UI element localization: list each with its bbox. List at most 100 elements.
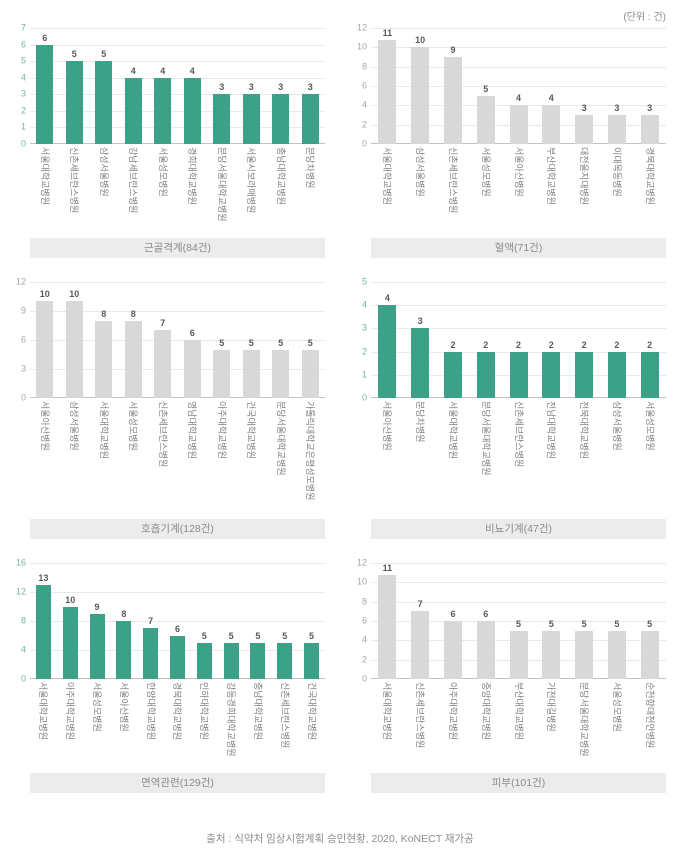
x-axis-label-slot: 아주대학교병원 <box>437 679 470 768</box>
bar-value-label: 4 <box>160 65 166 76</box>
x-axis-label-slot: 경희대학교병원 <box>178 144 208 233</box>
bar <box>476 95 495 144</box>
bar <box>124 77 142 144</box>
bar <box>607 630 626 679</box>
bar <box>640 351 659 398</box>
x-axis-label-slot: 서울대학교병원 <box>437 398 470 514</box>
x-axis-label: 분당서울대학교병원 <box>216 147 227 222</box>
bar-value-label: 10 <box>69 289 80 300</box>
x-axis-label: 아주대학교병원 <box>447 682 458 740</box>
bars: 6 5 5 4 4 4 3 3 3 3 <box>30 28 325 144</box>
x-axis-label: 전북대학교병원 <box>579 401 590 459</box>
bars: 11 10 9 5 4 4 3 3 3 <box>371 28 666 144</box>
chart-title: 근골격계(84건) <box>30 238 325 258</box>
x-axis-labels: 서울아산병원 삼성서울병원 서울대학교병원 서울성모병원 신촌세브란스병원 영남대학교병원… <box>30 398 325 514</box>
bar-value-label: 7 <box>148 616 154 627</box>
bar-value-label: 6 <box>174 623 180 634</box>
y-axis-tick-label: 4 <box>361 99 367 110</box>
bar <box>277 642 293 679</box>
y-axis-tick-label: 12 <box>15 276 26 287</box>
y-axis-tick-label: 5 <box>361 276 367 287</box>
x-axis-label-slot: 아주대학교병원 <box>207 398 237 514</box>
bar-slot: 4 <box>371 282 404 398</box>
x-axis-label: 충남대학교병원 <box>275 147 286 205</box>
bar <box>411 611 430 679</box>
bar <box>272 94 289 144</box>
y-axis-tick-label: 6 <box>20 39 26 50</box>
x-axis-label-slot: 서울대학교병원 <box>371 679 404 768</box>
x-axis-label: 아주대학교병원 <box>65 682 76 740</box>
bar-slot: 4 <box>178 28 208 144</box>
x-axis-label-slot: 강남세브란스병원 <box>119 144 149 233</box>
gridline <box>371 66 666 68</box>
bar <box>250 642 266 679</box>
x-axis-label-slot: 서울아산병원 <box>30 398 60 514</box>
y-axis: 0 2 4 6 8 10 12 <box>351 558 371 683</box>
bar-value-label: 6 <box>450 609 456 619</box>
bar-slot: 11 <box>371 563 404 679</box>
x-axis-label: 서울대학교병원 <box>382 682 393 740</box>
bar <box>640 115 659 144</box>
bar <box>223 642 239 679</box>
x-axis-label-slot: 신촌세브란스병원 <box>437 144 470 233</box>
bar-value-label: 8 <box>121 609 127 619</box>
bar <box>509 630 528 679</box>
x-axis-label: 가천대길병원 <box>546 682 557 732</box>
bar-slot: 5 <box>633 563 666 679</box>
bar-slot: 5 <box>271 563 298 679</box>
bar-value-label: 5 <box>483 83 489 94</box>
bar-value-label: 8 <box>130 308 136 319</box>
bar-value-label: 5 <box>581 618 587 629</box>
y-axis-tick-label: 3 <box>20 363 26 374</box>
y-axis-spacer <box>351 679 371 768</box>
bar-chart: 0 1 2 3 4 5 6 7 6 5 5 4 4 4 3 3 3 3 서울대학교병원 신촌세브란스병원 삼성서울병원 강… <box>10 23 325 258</box>
y-axis: 0 3 6 9 12 <box>10 277 30 402</box>
y-axis-tick-label: 8 <box>361 61 367 72</box>
y-axis-tick-label: 4 <box>361 299 367 310</box>
bar <box>35 584 51 679</box>
bar-value-label: 3 <box>248 82 254 93</box>
x-axis-label-slot: 영남대학교병원 <box>178 398 208 514</box>
gridline <box>30 94 325 96</box>
y-axis-tick-label: 12 <box>356 22 367 33</box>
x-axis-labels: 서울대학교병원 신촌세브란스병원 삼성서울병원 강남세브란스병원 서울성모병원 경희대학교… <box>30 144 325 233</box>
y-axis-tick-label: 8 <box>361 596 367 607</box>
plot-row: 0 2 4 6 8 10 12 11 7 6 6 5 5 5 5 5 <box>351 558 666 683</box>
y-axis-spacer <box>351 144 371 233</box>
bar-slot: 2 <box>600 282 633 398</box>
x-axis-label-slot: 서울성모병원 <box>148 144 178 233</box>
gridline <box>30 110 325 112</box>
bar-slot: 3 <box>266 28 296 144</box>
x-axis-label-slot: 전남대학교병원 <box>535 398 568 514</box>
bar <box>213 349 230 398</box>
bar-slot: 7 <box>148 282 178 398</box>
x-axis-label-slot: 중앙대학교병원 <box>469 679 502 768</box>
bar-slot: 5 <box>502 563 535 679</box>
bar-value-label: 2 <box>450 339 456 350</box>
bar <box>62 606 78 679</box>
bar <box>542 630 561 679</box>
gridline <box>30 621 325 622</box>
x-axis-label-slot: 서울시보라매병원 <box>237 144 267 233</box>
bar <box>301 94 319 144</box>
x-axis-label-slot: 신촌세브란스병원 <box>148 398 178 514</box>
bar-value-label: 4 <box>548 93 554 104</box>
bar <box>154 330 171 398</box>
bar-slot: 13 <box>30 563 57 679</box>
bar <box>476 351 495 398</box>
x-axis-label: 삼성서울병원 <box>611 401 622 451</box>
bar <box>183 340 201 398</box>
y-axis-tick-label: 7 <box>20 22 26 33</box>
bar-value-label: 2 <box>647 339 653 350</box>
x-axis-label: 부산대학교병원 <box>546 147 557 205</box>
bar-chart: 0 2 4 6 8 10 12 11 10 9 5 4 4 3 3 3 서울대학교병원 삼성서울병원 신촌세브란스병… <box>351 23 666 258</box>
bar-value-label: 3 <box>581 103 587 113</box>
bar <box>640 630 659 679</box>
bar-slot: 5 <box>89 28 119 144</box>
y-axis-spacer <box>351 398 371 514</box>
y-axis-tick-label: 10 <box>356 41 367 52</box>
bar-value-label: 5 <box>548 618 554 629</box>
bar-slot: 6 <box>437 563 470 679</box>
x-axis-label-slot: 가천대길병원 <box>535 679 568 768</box>
x-axis-label-slot: 경북대학교병원 <box>633 144 666 233</box>
